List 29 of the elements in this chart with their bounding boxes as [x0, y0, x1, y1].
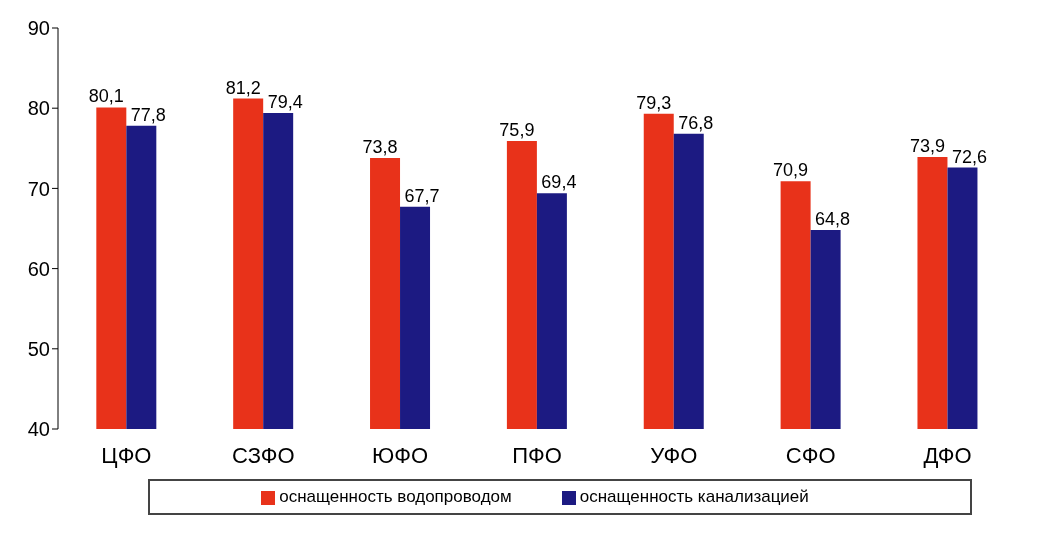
data-label: 70,9 — [773, 160, 809, 181]
x-tick-label: ДФО — [923, 442, 972, 468]
y-tick-label: 40 — [27, 418, 50, 441]
y-tick-label: 50 — [27, 337, 50, 360]
legend-label: оснащенность канализацией — [579, 487, 809, 506]
data-label: 73,9 — [909, 136, 945, 157]
data-label: 80,1 — [88, 86, 124, 107]
data-label: 72,6 — [951, 146, 987, 167]
y-tick-label: 70 — [27, 177, 50, 200]
x-tick-label: ЦФО — [101, 442, 152, 468]
data-label: 79,3 — [636, 92, 672, 113]
x-tick-label: СФО — [785, 442, 836, 468]
data-label: 79,4 — [267, 92, 303, 113]
x-tick-label: ЮФО — [372, 442, 429, 468]
data-label: 64,8 — [815, 209, 851, 230]
data-label: 75,9 — [499, 120, 535, 141]
x-tick-label: ПФО — [512, 442, 562, 468]
x-tick-label: УФО — [650, 442, 698, 468]
data-label: 76,8 — [678, 112, 714, 133]
data-label: 69,4 — [541, 172, 577, 193]
data-label: 67,7 — [404, 185, 440, 206]
data-label: 77,8 — [130, 104, 166, 125]
y-tick-label: 80 — [27, 97, 50, 120]
legend-label: оснащенность водопроводом — [279, 487, 512, 506]
data-label: 81,2 — [225, 77, 261, 98]
x-tick-label: СЗФО — [232, 442, 295, 468]
y-tick-label: 90 — [27, 17, 50, 40]
data-label: 73,8 — [362, 136, 398, 157]
y-tick-label: 60 — [27, 257, 50, 280]
